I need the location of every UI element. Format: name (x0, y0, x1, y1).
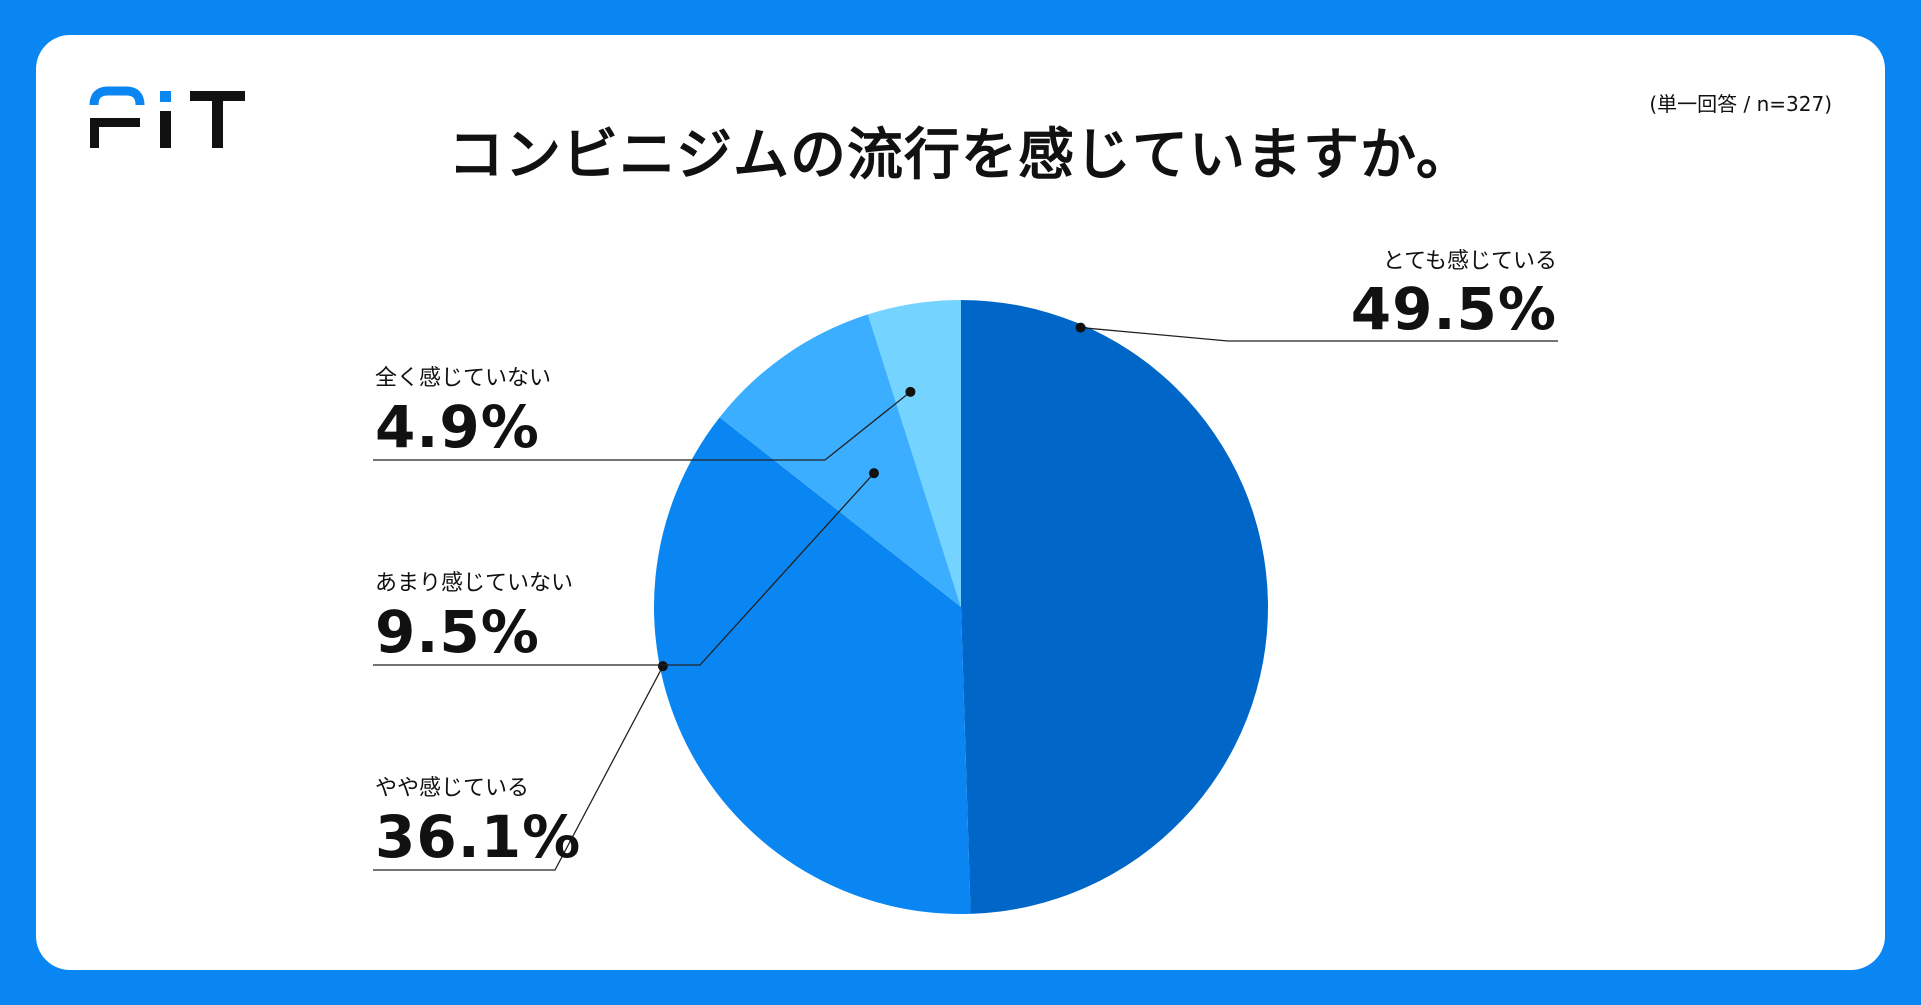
leader-dot (657, 661, 668, 672)
leader-line (373, 472, 875, 666)
page-title: コンビニジムの流行を感じていますか。 (448, 123, 1473, 188)
pie-slice (961, 300, 1268, 914)
leader-line (373, 665, 664, 871)
leader-dot (905, 386, 916, 397)
leader-dot (868, 468, 879, 479)
leader-line (1080, 326, 1558, 342)
slice-category-label: あまり感じていない (375, 571, 574, 596)
slice-category-label: やや感じている (375, 776, 530, 801)
pie-slice (654, 417, 971, 914)
slice-percent-label: 4.9% (375, 393, 540, 461)
leader-line (373, 391, 911, 461)
slice-percent-label: 36.1% (375, 803, 582, 871)
slice-category-label: とても感じている (1382, 249, 1557, 274)
fit-logo (89, 86, 245, 148)
sample-note: (単一回答 / n=327) (1649, 92, 1832, 116)
leader-dot (1075, 322, 1086, 333)
slice-percent-label: 9.5% (375, 598, 540, 666)
slice-percent-label: 49.5% (1350, 275, 1557, 343)
slice-category-label: 全く感じていない (375, 366, 552, 391)
pie-slice (719, 314, 961, 607)
pie-slice (867, 300, 961, 607)
